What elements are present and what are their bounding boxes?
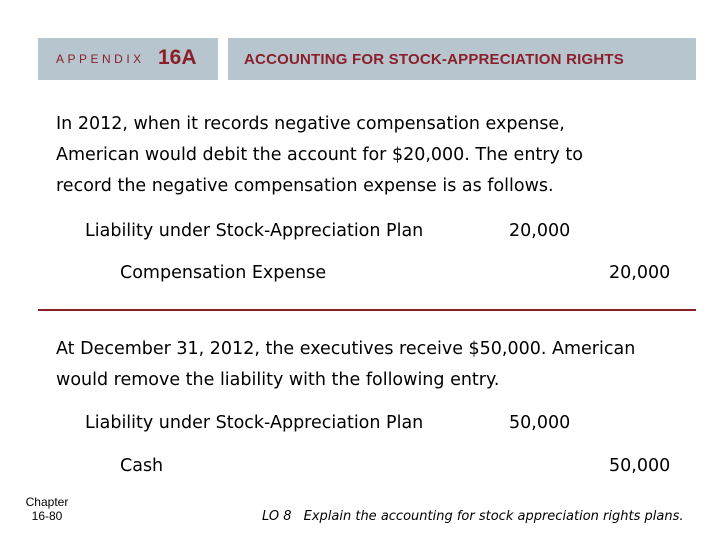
entry1-debit-amount: 20,000	[509, 221, 571, 241]
entry1-credit-amount: 20,000	[609, 263, 671, 283]
appendix-banner: APPENDIX 16A	[38, 38, 218, 80]
entry2-credit-account: Cash	[120, 456, 164, 476]
chapter-label: Chapter	[25, 495, 69, 509]
title-banner: ACCOUNTING FOR STOCK-APPRECIATION RIGHTS	[228, 38, 696, 80]
lo-text: Explain the accounting for stock appreci…	[303, 509, 684, 524]
page-title: ACCOUNTING FOR STOCK-APPRECIATION RIGHTS	[244, 51, 624, 68]
paragraph-negative-expense: In 2012, when it records negative compen…	[56, 109, 676, 202]
entry2-debit-account: Liability under Stock-Appreciation Plan	[85, 413, 424, 433]
paragraph-liability-removal: At December 31, 2012, the executives rec…	[56, 334, 676, 396]
appendix-label: APPENDIX	[56, 52, 145, 66]
entry1-credit-account: Compensation Expense	[120, 263, 327, 283]
paragraph-line: At December 31, 2012, the executives rec…	[56, 339, 636, 359]
entry2-credit-amount: 50,000	[609, 456, 671, 476]
entry2-debit-amount: 50,000	[509, 413, 571, 433]
paragraph-line: In 2012, when it records negative compen…	[56, 114, 565, 134]
learning-objective: LO 8 Explain the accounting for stock ap…	[262, 509, 683, 524]
lo-label: LO 8	[262, 509, 292, 524]
chapter-page-marker: Chapter 16-80	[14, 495, 80, 523]
paragraph-line: record the negative compensation expense…	[56, 176, 554, 196]
appendix-number: 16A	[158, 46, 197, 69]
paragraph-line: American would debit the account for $20…	[56, 145, 583, 165]
paragraph-line: would remove the liability with the foll…	[56, 370, 500, 390]
entry1-debit-account: Liability under Stock-Appreciation Plan	[85, 221, 424, 241]
section-divider	[38, 309, 696, 311]
page-number: 16-80	[31, 509, 63, 523]
